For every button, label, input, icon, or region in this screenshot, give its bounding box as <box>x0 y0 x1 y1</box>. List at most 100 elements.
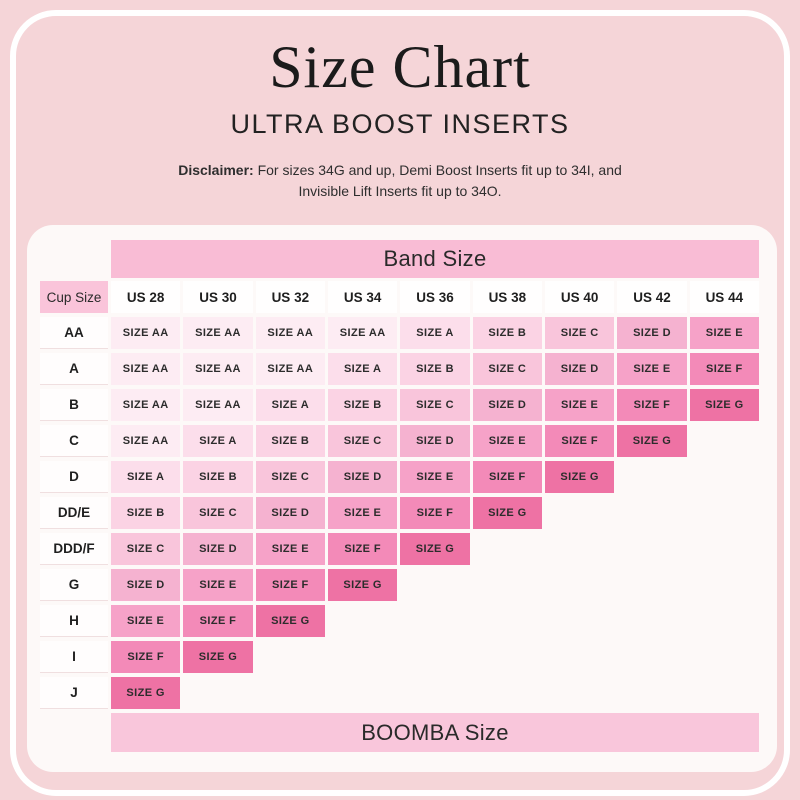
size-cell: SIZE C <box>111 533 181 565</box>
size-cell: SIZE E <box>617 353 687 385</box>
size-cell: SIZE G <box>472 497 542 529</box>
size-cell: SIZE B <box>328 389 398 421</box>
footer-row: BOOMBA Size <box>40 713 759 752</box>
table-row: C SIZE AA SIZE A SIZE B SIZE C SIZE D SIZE E SI… <box>40 425 759 457</box>
footer-row-spacer <box>40 713 108 752</box>
size-cell: SIZE B <box>400 353 470 385</box>
size-cell: SIZE F <box>111 641 181 673</box>
size-cell: SIZE AA <box>111 389 181 421</box>
band-size-header: Band Size <box>111 240 759 278</box>
size-cell: SIZE C <box>545 317 615 349</box>
size-cell: SIZE B <box>472 317 542 349</box>
cup-size-label: DD/E <box>40 497 108 529</box>
size-cell: SIZE E <box>400 461 470 493</box>
size-cell: SIZE B <box>111 497 181 529</box>
table-row: DDD/F SIZE C SIZE D SIZE E SIZE F SIZE G <box>40 533 759 565</box>
size-cell: SIZE AA <box>328 317 398 349</box>
size-cell: SIZE D <box>617 317 687 349</box>
size-cell: SIZE A <box>111 461 181 493</box>
size-cell: SIZE F <box>255 569 325 601</box>
size-cell: SIZE E <box>255 533 325 565</box>
size-cell: SIZE C <box>400 389 470 421</box>
cup-size-label: G <box>40 569 108 601</box>
band-size-row: Band Size <box>40 240 759 278</box>
table-row: G SIZE D SIZE E SIZE F SIZE G <box>40 569 759 601</box>
cup-size-header: Cup Size <box>40 281 108 313</box>
page-header: Size Chart ULTRA BOOST INSERTS Disclaime… <box>0 0 800 202</box>
disclaimer-line-1: For sizes 34G and up, Demi Boost Inserts… <box>257 162 622 178</box>
size-cell: SIZE E <box>545 389 615 421</box>
band-size-column-header: US 44 <box>689 281 759 313</box>
column-header-row: Cup Size US 28 US 30 US 32 US 34 US 36 US 38 U… <box>40 281 759 313</box>
size-cell: SIZE A <box>400 317 470 349</box>
size-cell: SIZE G <box>111 677 181 709</box>
disclaimer-line-2: Invisible Lift Inserts fit up to 34O. <box>298 183 502 199</box>
table-row: I SIZE F SIZE G <box>40 641 759 673</box>
size-cell: SIZE F <box>689 353 759 385</box>
size-cell: SIZE G <box>183 641 253 673</box>
size-cell: SIZE AA <box>255 317 325 349</box>
size-cell: SIZE AA <box>111 317 181 349</box>
size-cell: SIZE E <box>111 605 181 637</box>
size-cell: SIZE G <box>617 425 687 457</box>
band-size-column-header: US 36 <box>400 281 470 313</box>
cup-size-label: DDD/F <box>40 533 108 565</box>
size-cell: SIZE B <box>255 425 325 457</box>
size-cell: SIZE A <box>255 389 325 421</box>
size-cell: SIZE AA <box>183 317 253 349</box>
cup-size-label: I <box>40 641 108 673</box>
disclaimer-label: Disclaimer: <box>178 162 254 178</box>
page-title: Size Chart <box>269 34 531 100</box>
cup-size-label: J <box>40 677 108 709</box>
cup-size-label: B <box>40 389 108 421</box>
size-cell: SIZE E <box>328 497 398 529</box>
band-size-column-header: US 28 <box>111 281 181 313</box>
cup-size-label: AA <box>40 317 108 349</box>
cup-size-label: A <box>40 353 108 385</box>
disclaimer-text: Disclaimer: For sizes 34G and up, Demi B… <box>120 160 680 202</box>
size-cell: SIZE C <box>183 497 253 529</box>
size-cell: SIZE F <box>328 533 398 565</box>
size-cell: SIZE C <box>255 461 325 493</box>
size-cell: SIZE AA <box>111 353 181 385</box>
cup-size-label: C <box>40 425 108 457</box>
size-cell: SIZE E <box>183 569 253 601</box>
band-size-column-header: US 32 <box>255 281 325 313</box>
size-cell: SIZE F <box>617 389 687 421</box>
band-size-column-header: US 40 <box>545 281 615 313</box>
band-row-spacer <box>40 240 108 278</box>
size-cell: SIZE C <box>472 353 542 385</box>
band-size-column-header: US 38 <box>472 281 542 313</box>
cup-size-label: D <box>40 461 108 493</box>
table-row: DD/E SIZE B SIZE C SIZE D SIZE E SIZE F SIZE G <box>40 497 759 529</box>
size-cell: SIZE AA <box>183 389 253 421</box>
table-row: J SIZE G <box>40 677 759 709</box>
band-size-column-header: US 30 <box>183 281 253 313</box>
size-cell: SIZE D <box>472 389 542 421</box>
size-cell: SIZE G <box>400 533 470 565</box>
size-cell: SIZE F <box>472 461 542 493</box>
boomba-size-footer: BOOMBA Size <box>111 713 759 752</box>
table-row: A SIZE AA SIZE AA SIZE AA SIZE A SIZE B SIZE C… <box>40 353 759 385</box>
table-row: D SIZE A SIZE B SIZE C SIZE D SIZE E SIZE F SIZ… <box>40 461 759 493</box>
table-body: AA SIZE AA SIZE AA SIZE AA SIZE AA SIZE A SIZE… <box>40 317 759 709</box>
size-cell: SIZE D <box>545 353 615 385</box>
size-cell: SIZE D <box>328 461 398 493</box>
size-cell: SIZE E <box>689 317 759 349</box>
size-cell: SIZE A <box>328 353 398 385</box>
size-cell: SIZE D <box>111 569 181 601</box>
size-cell: SIZE E <box>472 425 542 457</box>
size-cell: SIZE F <box>400 497 470 529</box>
size-cell: SIZE C <box>328 425 398 457</box>
band-size-column-header: US 42 <box>617 281 687 313</box>
table-row: AA SIZE AA SIZE AA SIZE AA SIZE AA SIZE A SIZE… <box>40 317 759 349</box>
size-cell: SIZE G <box>689 389 759 421</box>
size-cell: SIZE G <box>328 569 398 601</box>
size-cell: SIZE F <box>545 425 615 457</box>
size-cell: SIZE AA <box>255 353 325 385</box>
band-size-column-header: US 34 <box>328 281 398 313</box>
size-cell: SIZE AA <box>111 425 181 457</box>
cup-size-label: H <box>40 605 108 637</box>
page-subtitle: ULTRA BOOST INSERTS <box>230 109 570 139</box>
